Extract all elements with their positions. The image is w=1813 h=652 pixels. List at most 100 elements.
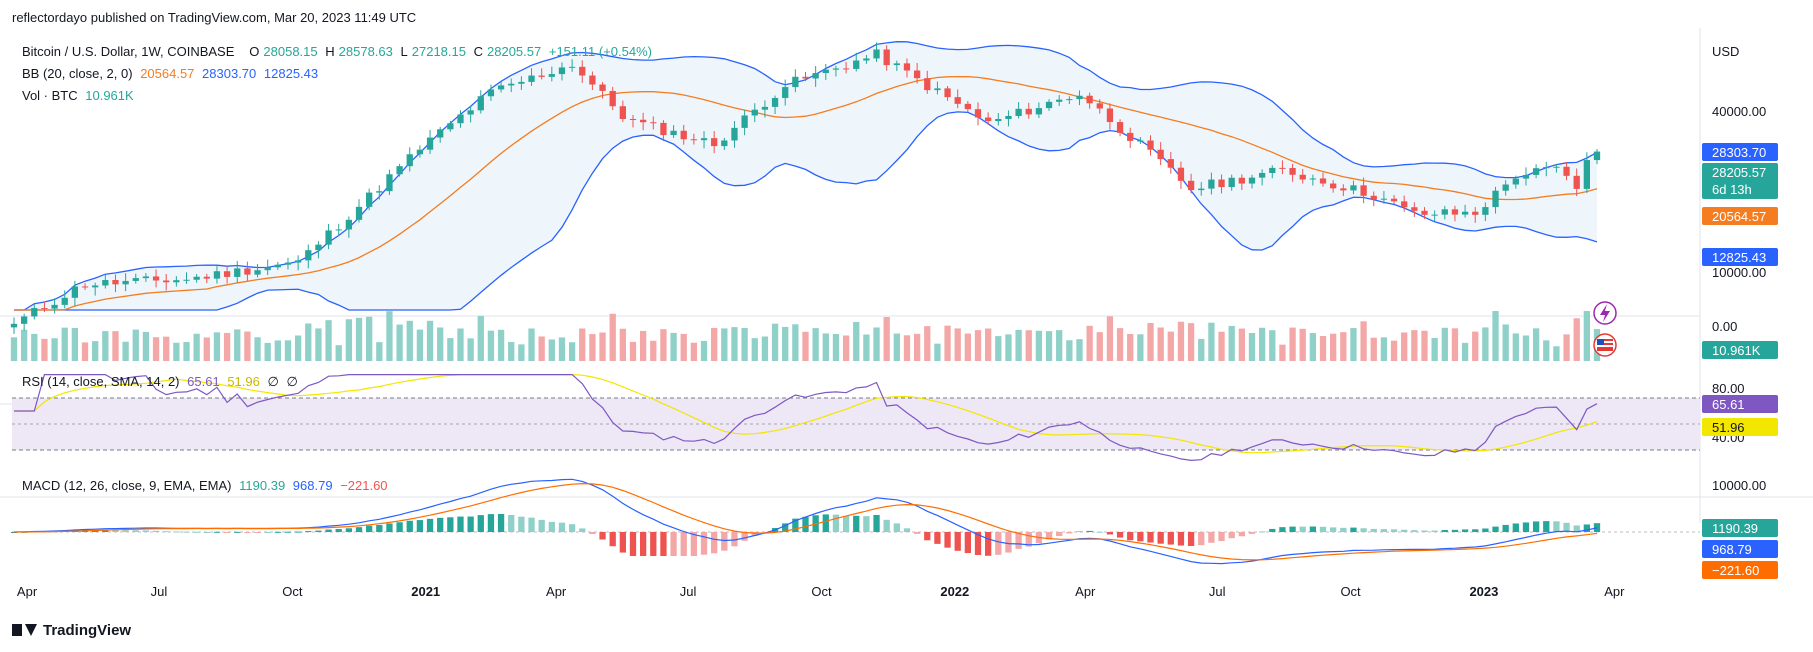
tradingview-logo[interactable]: TradingView (12, 622, 131, 639)
volume-bar (335, 345, 342, 361)
volume-bar (1512, 333, 1519, 361)
macd-hist-bar (802, 516, 809, 532)
time-tick-label: 2021 (411, 584, 440, 599)
volume-bar (81, 342, 89, 361)
candle-body (335, 229, 342, 231)
volume-bar (670, 332, 677, 361)
volume-bar (508, 341, 515, 361)
candle-body (193, 276, 200, 280)
volume-bar (1198, 338, 1205, 361)
candle-body (832, 68, 840, 70)
macd-hist-bar (670, 532, 677, 556)
volume-tick-label: 0.00 (1712, 319, 1737, 334)
candle-body (1035, 108, 1043, 115)
candle-body (284, 262, 292, 265)
candle-body (822, 69, 829, 74)
volume-bar (1563, 334, 1570, 361)
bb-label[interactable]: BB (20, close, 2, 0) (22, 66, 133, 81)
volume-bar (1289, 327, 1296, 361)
candle-body (1269, 167, 1276, 173)
candle-body (1096, 103, 1103, 109)
time-tick-label: Oct (282, 584, 303, 599)
volume-bar (457, 328, 464, 361)
macd-hist-bar (1360, 528, 1367, 532)
time-tick-label: Apr (17, 584, 38, 599)
candle-body (1340, 188, 1347, 191)
candle-body (1502, 184, 1509, 191)
macd-hist-bar (1218, 532, 1225, 542)
macd-hist-bar (223, 532, 231, 533)
macd-signal-badge-text: 968.79 (1712, 542, 1752, 557)
macd-hist-bar (1228, 532, 1235, 539)
candle-body (1319, 178, 1327, 184)
candle-body (1360, 185, 1367, 196)
candle-body (802, 76, 809, 79)
macd-hist-bar (1045, 532, 1053, 540)
volume-bar (41, 338, 48, 361)
candle-body (1563, 166, 1570, 176)
volume-bar (416, 329, 424, 361)
macd-hist-bar (426, 518, 434, 532)
candle-body (1299, 174, 1306, 180)
candle-body (954, 97, 961, 104)
macd-hist-bar (1492, 526, 1499, 532)
volume-bar (487, 330, 495, 361)
bb-upper-value: 28303.70 (202, 66, 257, 81)
candle-body (1045, 101, 1053, 109)
volume-bar (1005, 334, 1012, 361)
candle-body (670, 130, 677, 136)
volume-bar (325, 320, 332, 361)
bb-basis-line (14, 75, 1598, 311)
macd-hist-bar (1157, 532, 1164, 544)
macd-hist-bar (609, 532, 616, 547)
lightning-icon[interactable] (1593, 301, 1617, 325)
volume-bar (223, 332, 231, 361)
vol-value: 10.961K (85, 88, 134, 103)
macd-hist-bar (1340, 527, 1347, 532)
macd-hist-bar (1401, 529, 1408, 532)
macd-label[interactable]: MACD (12, 26, close, 9, EMA, EMA) (22, 478, 232, 493)
volume-bar (700, 340, 708, 361)
candle-body (477, 96, 484, 111)
symbol-name[interactable]: Bitcoin / U.S. Dollar, 1W, COINBASE (22, 44, 235, 59)
candle-body (305, 250, 312, 261)
candle-body (122, 280, 129, 285)
volume-bar (345, 319, 353, 361)
rsi-badge-text: 65.61 (1712, 397, 1745, 412)
candle-body (223, 271, 231, 277)
volume-bar (203, 337, 210, 361)
candle-body (1380, 198, 1388, 200)
vol-label[interactable]: Vol · BTC (22, 88, 78, 103)
candle-body (1461, 211, 1469, 215)
volume-bar (376, 342, 383, 361)
macd-hist-bar (1330, 527, 1337, 532)
rsi-tick-label: 80.00 (1712, 381, 1745, 396)
bb-fill (14, 41, 1597, 310)
candle-body (264, 267, 271, 271)
volume-bar (1309, 333, 1317, 361)
macd-hist-bar (548, 521, 555, 532)
us-flag-icon[interactable] (1593, 333, 1617, 357)
macd-value: 1190.39 (239, 478, 286, 493)
volume-bar (366, 316, 373, 361)
candle-body (974, 109, 982, 118)
macd-hist-bar (315, 530, 322, 532)
candle-body (995, 118, 1002, 122)
candle-body (782, 87, 789, 98)
volume-bar (437, 327, 444, 361)
volume-bar (761, 336, 769, 361)
volume-bar (629, 341, 637, 361)
price-tick-label: 40000.00 (1712, 104, 1766, 119)
candle-body (315, 244, 322, 251)
macd-hist-bar (711, 532, 718, 554)
rsi-label[interactable]: RSI (14, close, SMA, 14, 2) (22, 374, 180, 389)
macd-hist-bar (345, 528, 353, 532)
low-value: 27218.15 (411, 44, 466, 59)
candle-body (538, 75, 545, 77)
candle-body (173, 280, 180, 283)
candle-body (1218, 179, 1225, 188)
macd-hist-bar (1005, 532, 1012, 553)
candle-body (10, 323, 18, 328)
